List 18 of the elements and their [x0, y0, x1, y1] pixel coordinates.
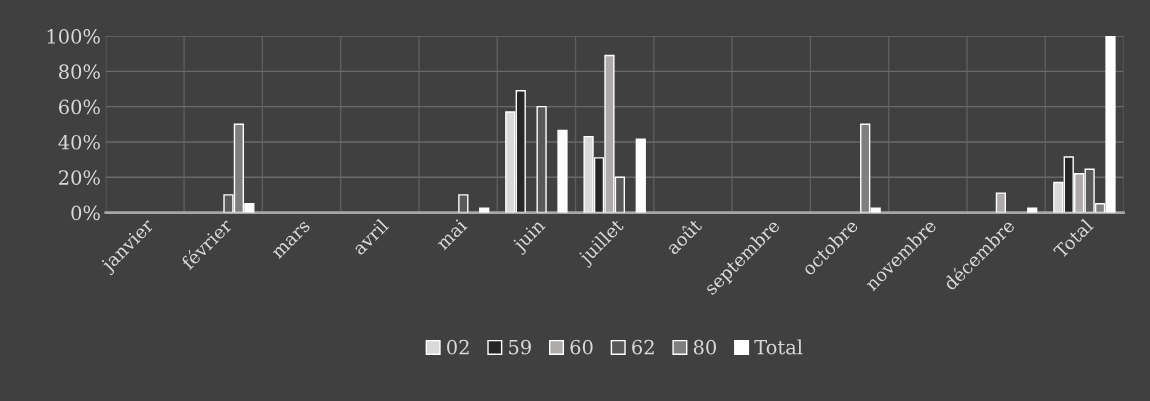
y-tick-label: 0%: [71, 205, 100, 221]
legend-label: 80: [693, 339, 716, 355]
bar: [536, 105, 547, 213]
y-tick-label: 100%: [47, 29, 100, 44]
bar: [635, 138, 646, 213]
bar: [1027, 207, 1038, 213]
bar: [458, 194, 469, 213]
bar: [557, 129, 568, 213]
y-tick-label: 80%: [59, 64, 100, 80]
y-tick-label: 60%: [59, 99, 100, 115]
legend-label: 60: [570, 339, 593, 355]
legend-label: 59: [509, 339, 531, 355]
legend-label: 02: [447, 339, 469, 355]
legend-label: Total: [754, 339, 803, 355]
y-tick-label: 20%: [59, 170, 100, 185]
legend-label: 62: [632, 339, 654, 355]
bar: [479, 207, 490, 213]
y-tick-label: 40%: [58, 134, 100, 150]
